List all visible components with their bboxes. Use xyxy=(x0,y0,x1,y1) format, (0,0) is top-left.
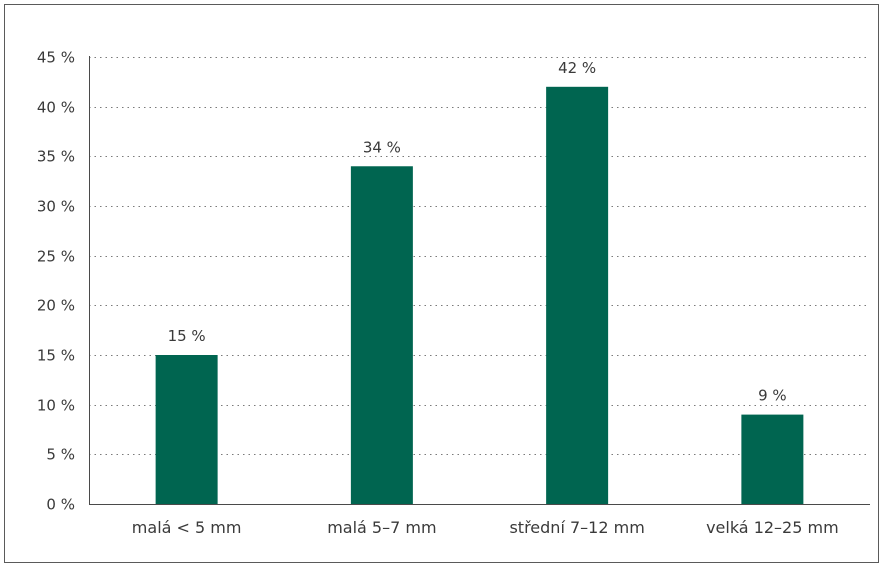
bars xyxy=(155,86,804,505)
y-tick-label: 30 % xyxy=(37,198,75,216)
y-tick-label: 35 % xyxy=(37,148,75,166)
y-tick-label: 25 % xyxy=(37,248,75,266)
y-tick-label: 40 % xyxy=(37,99,75,117)
data-label: 34 % xyxy=(363,138,401,156)
y-tick-label: 10 % xyxy=(37,397,75,415)
y-tick-labels: 0 % 5 % 10 % 15 % 20 % 25 % 30 % 35 % 40 % 45 % xyxy=(37,49,75,514)
bar xyxy=(741,414,804,504)
bar xyxy=(546,86,609,505)
x-tick-label: malá 5–7 mm xyxy=(327,518,436,537)
y-tick-label: 15 % xyxy=(37,347,75,365)
data-label: 9 % xyxy=(758,387,787,405)
data-label: 15 % xyxy=(168,327,206,345)
data-label: 42 % xyxy=(558,59,596,77)
bar xyxy=(350,166,413,504)
axes xyxy=(89,56,870,505)
x-tick-label: malá < 5 mm xyxy=(132,518,242,537)
y-tick-label: 0 % xyxy=(46,496,75,514)
x-tick-label: velká 12–25 mm xyxy=(706,518,839,537)
chart-frame xyxy=(4,4,879,563)
gridlines xyxy=(89,57,870,455)
category-labels: malá < 5 mm malá 5–7 mm střední 7–12 mm vel… xyxy=(132,518,839,537)
y-tick-label: 45 % xyxy=(37,49,75,67)
y-tick-label: 20 % xyxy=(37,297,75,315)
data-labels: 15 % 34 % 42 % 9 % xyxy=(168,59,787,405)
bar xyxy=(155,355,218,504)
y-tick-label: 5 % xyxy=(46,446,75,464)
x-tick-label: střední 7–12 mm xyxy=(509,518,644,537)
